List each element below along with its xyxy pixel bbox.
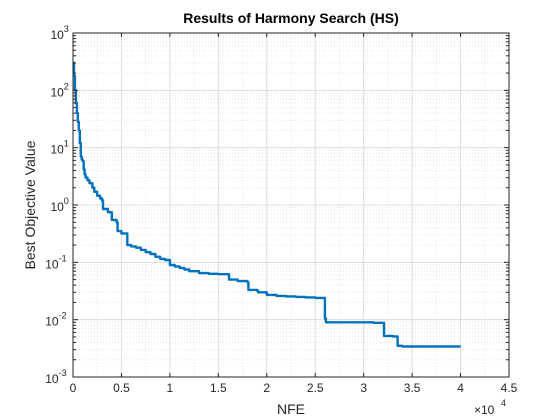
y-tick-label-exponent: -3 — [59, 368, 67, 378]
x-tick-label: 0.5 — [113, 381, 130, 395]
chart-title: Results of Harmony Search (HS) — [183, 10, 399, 26]
y-tick-label-exponent: 1 — [64, 139, 69, 149]
series-layer — [72, 61, 461, 348]
x-tick-label: 4.5 — [501, 381, 518, 395]
x-tick-label: 2.5 — [307, 381, 324, 395]
x-tick-label: 0 — [70, 381, 77, 395]
x-tick-label: 3 — [360, 381, 367, 395]
y-tick-label-base: 10 — [50, 200, 64, 214]
y-tick-label-exponent: 3 — [64, 24, 69, 34]
x-exponent-power: 4 — [501, 398, 506, 408]
x-tick-label: 1.5 — [210, 381, 227, 395]
x-tick-label: 3.5 — [404, 381, 421, 395]
x-axis-ticks: 0 0.5 1 1.5 2 2.5 3 3.5 4 4.5 — [70, 33, 518, 395]
y-tick-label-exponent: -1 — [59, 253, 67, 263]
series-line — [72, 61, 461, 348]
y-tick-label-base: 10 — [50, 28, 64, 42]
y-tick-label-exponent: 2 — [64, 81, 69, 91]
x-exponent: ×10 4 — [474, 398, 506, 417]
x-tick-label: 2 — [263, 381, 270, 395]
x-tick-label: 1 — [167, 381, 174, 395]
y-tick-label-exponent: -2 — [59, 311, 67, 321]
y-tick-label-base: 10 — [50, 85, 64, 99]
y-tick-label-exponent: 0 — [64, 196, 69, 206]
y-tick-label-base: 10 — [50, 143, 64, 157]
x-axis-label: NFE — [277, 401, 305, 417]
y-tick-label-base: 10 — [45, 315, 59, 329]
y-tick-label-base: 10 — [45, 372, 59, 386]
y-tick-label-base: 10 — [45, 257, 59, 271]
x-exponent-base: ×10 — [474, 403, 495, 417]
x-tick-label: 4 — [457, 381, 464, 395]
y-axis-label: Best Objective Value — [22, 140, 38, 269]
